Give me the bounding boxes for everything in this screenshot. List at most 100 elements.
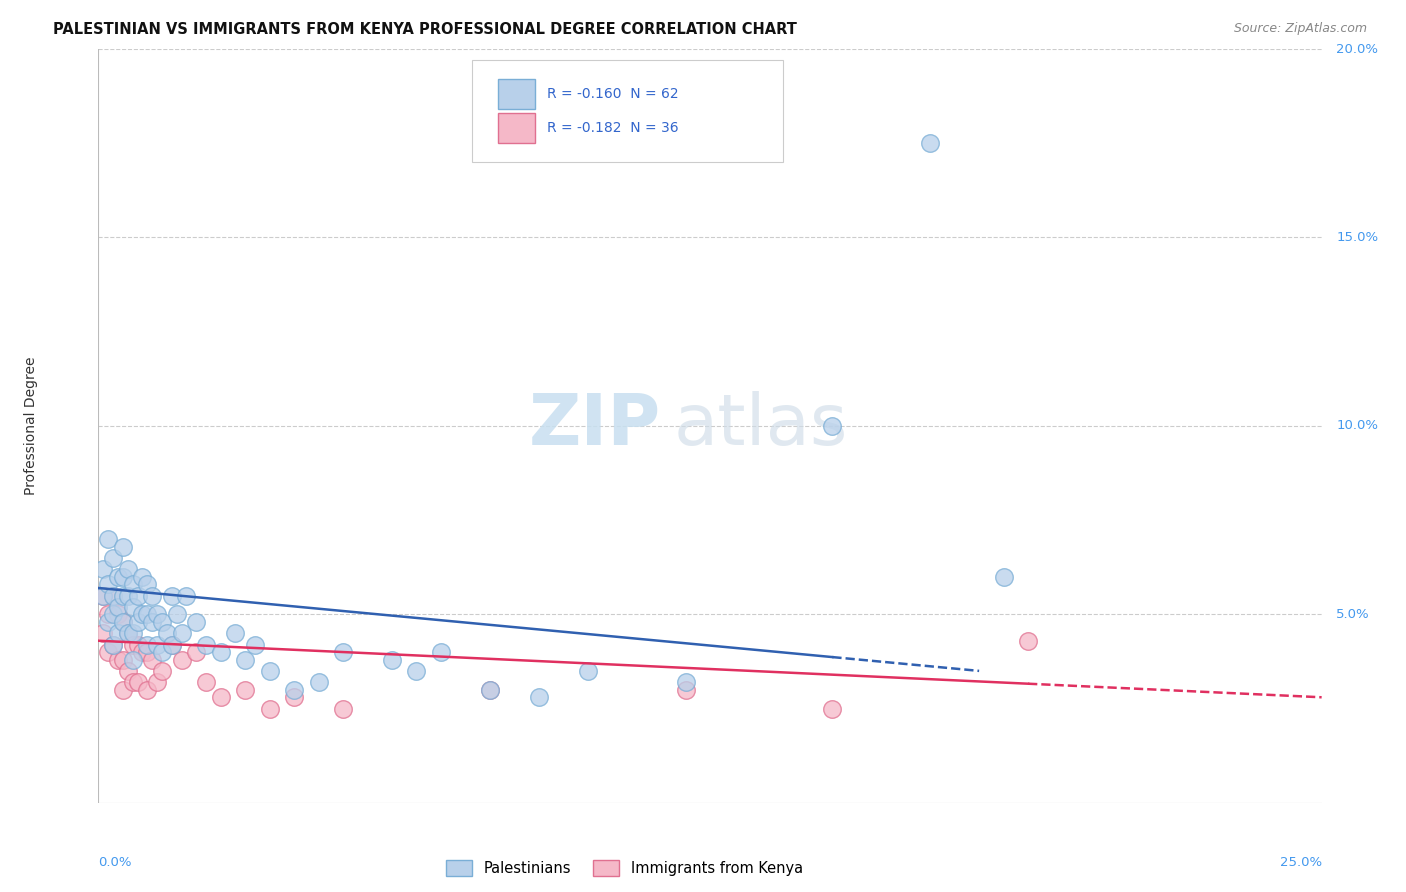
Point (209, 645, 232, 659)
Point (166, 607, 188, 622)
Text: Source: ZipAtlas.com: Source: ZipAtlas.com (1233, 22, 1367, 36)
Point (430, 645, 453, 659)
Point (821, 701, 844, 715)
Text: 5.0%: 5.0% (1336, 607, 1369, 621)
Point (283, 682, 305, 697)
Point (1017, 633, 1039, 648)
Point (160, 638, 183, 652)
Point (91, 626, 114, 640)
Point (478, 682, 501, 697)
Point (150, 645, 173, 659)
Point (186, 615, 208, 629)
Point (107, 626, 129, 640)
Point (141, 652, 163, 666)
Point (101, 589, 124, 603)
Point (111, 589, 134, 603)
Text: 20.0%: 20.0% (1336, 43, 1378, 55)
Point (146, 607, 169, 622)
Point (332, 645, 354, 659)
Point (136, 645, 159, 659)
Point (131, 645, 153, 659)
Point (136, 682, 159, 697)
Point (121, 577, 143, 591)
Point (91, 589, 114, 603)
Point (259, 701, 281, 715)
FancyBboxPatch shape (498, 79, 536, 110)
Point (117, 626, 139, 640)
Point (176, 589, 198, 603)
Point (121, 638, 143, 652)
Point (91, 562, 114, 576)
Point (111, 652, 134, 666)
Point (121, 675, 143, 690)
FancyBboxPatch shape (471, 61, 783, 162)
Point (127, 615, 149, 629)
Text: ZIP: ZIP (529, 392, 661, 460)
Point (405, 664, 427, 678)
Point (150, 615, 173, 629)
Point (170, 652, 193, 666)
Text: PALESTINIAN VS IMMIGRANTS FROM KENYA PROFESSIONAL DEGREE CORRELATION CHART: PALESTINIAN VS IMMIGRANTS FROM KENYA PRO… (53, 22, 797, 37)
Text: 15.0%: 15.0% (1336, 231, 1378, 244)
Point (243, 638, 266, 652)
Point (224, 626, 246, 640)
Text: R = -0.182  N = 36: R = -0.182 N = 36 (547, 121, 679, 136)
Text: R = -0.160  N = 62: R = -0.160 N = 62 (547, 87, 679, 102)
Point (111, 540, 134, 554)
Point (117, 664, 139, 678)
Point (259, 664, 281, 678)
Point (127, 675, 149, 690)
Point (117, 626, 139, 640)
Point (136, 607, 159, 622)
Point (150, 664, 173, 678)
Point (146, 675, 169, 690)
Text: atlas: atlas (673, 392, 848, 460)
Point (101, 550, 124, 565)
Text: 10.0%: 10.0% (1336, 419, 1378, 433)
Point (111, 615, 134, 629)
Point (141, 589, 163, 603)
Point (233, 682, 256, 697)
Point (146, 638, 169, 652)
Point (111, 615, 134, 629)
Point (141, 615, 163, 629)
Point (97, 615, 120, 629)
Point (576, 664, 599, 678)
Point (283, 690, 305, 705)
Point (107, 652, 129, 666)
Point (131, 607, 153, 622)
Point (107, 599, 129, 614)
Point (121, 652, 143, 666)
Point (117, 562, 139, 576)
Point (209, 690, 232, 705)
Point (993, 570, 1015, 584)
FancyBboxPatch shape (498, 113, 536, 144)
Point (478, 682, 501, 697)
Legend: Palestinians, Immigrants from Kenya: Palestinians, Immigrants from Kenya (440, 854, 808, 882)
Point (131, 570, 153, 584)
Point (675, 682, 697, 697)
Point (117, 589, 139, 603)
Point (136, 577, 159, 591)
Point (111, 570, 134, 584)
Point (160, 589, 183, 603)
Point (195, 638, 218, 652)
Point (121, 626, 143, 640)
Point (97, 532, 120, 546)
Point (195, 675, 218, 690)
Text: 0.0%: 0.0% (98, 855, 132, 869)
Point (111, 682, 134, 697)
Point (101, 638, 124, 652)
Point (156, 626, 179, 640)
Point (233, 652, 256, 666)
Point (308, 675, 330, 690)
Point (136, 638, 159, 652)
Point (186, 645, 208, 659)
Point (107, 607, 129, 622)
Point (91, 589, 114, 603)
Point (821, 419, 844, 434)
Point (107, 570, 129, 584)
Point (920, 136, 942, 151)
Point (160, 638, 183, 652)
Point (101, 607, 124, 622)
